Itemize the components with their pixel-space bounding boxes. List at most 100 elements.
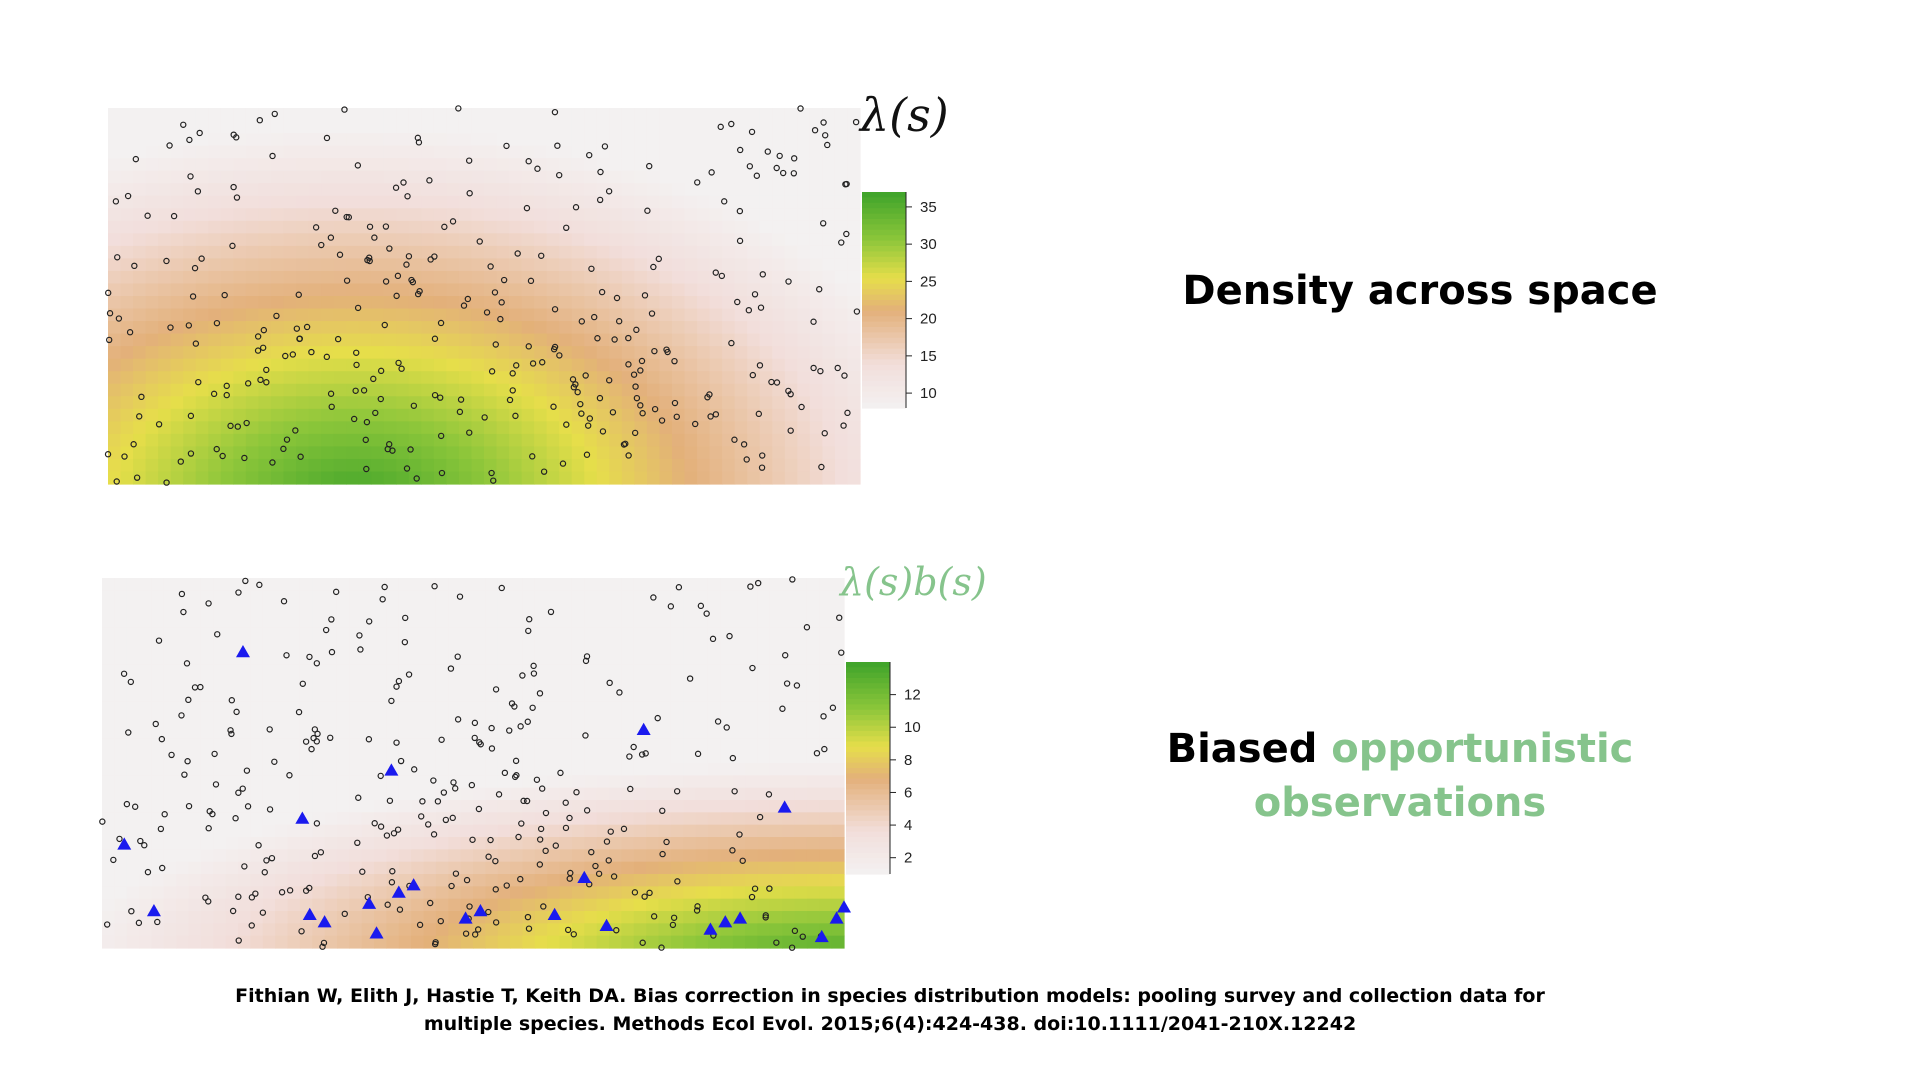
sample-point	[297, 453, 304, 460]
heatmap-cell	[633, 812, 647, 826]
heatmap-cell	[571, 689, 585, 702]
heatmap-cell	[621, 590, 635, 604]
heatmap-cell	[233, 270, 247, 285]
sample-point	[327, 234, 335, 241]
heatmap-cell	[158, 258, 172, 272]
heatmap-cell	[133, 183, 147, 197]
heatmap-cell	[732, 652, 746, 665]
heatmap-cell	[208, 245, 222, 259]
heatmap-cell	[484, 358, 498, 372]
heatmap-cell	[672, 421, 686, 435]
heatmap-cell	[621, 627, 635, 641]
sample-point	[638, 751, 646, 758]
heatmap-cell	[806, 787, 820, 801]
sample-point	[120, 670, 128, 677]
heatmap-cell	[176, 824, 190, 838]
heatmap-cell	[145, 458, 159, 473]
observation-marker	[235, 645, 250, 658]
heatmap-cell	[609, 615, 622, 628]
heatmap-cell	[534, 183, 548, 197]
heatmap-cell	[834, 170, 849, 184]
heatmap-cell	[772, 208, 786, 222]
heatmap-cell	[509, 408, 523, 422]
heatmap-cell	[374, 824, 388, 838]
heatmap-cell	[720, 627, 734, 641]
heatmap-cell	[411, 898, 425, 912]
heatmap-cell	[734, 108, 748, 122]
heatmap-cell	[374, 861, 388, 875]
heatmap-cell	[250, 738, 264, 752]
heatmap-cell	[283, 396, 297, 410]
sample-point	[525, 925, 533, 932]
heatmap-cell	[797, 170, 811, 184]
heatmap-cell	[559, 158, 573, 172]
heatmap-cell	[183, 333, 197, 347]
heatmap-cell	[534, 750, 548, 764]
heatmap-cell	[522, 935, 536, 949]
heatmap-cell	[658, 935, 672, 949]
sample-point	[650, 913, 658, 920]
heatmap-cell	[819, 775, 833, 789]
heatmap-cell	[460, 652, 474, 665]
heatmap-cell	[336, 750, 350, 764]
heatmap-cell	[408, 296, 422, 310]
heatmap-cell	[759, 421, 773, 435]
heatmap-cell	[371, 408, 385, 422]
heatmap-cell	[797, 396, 811, 410]
heatmap-cell	[448, 861, 462, 875]
heatmap-cell	[324, 639, 338, 653]
heatmap-cell	[584, 935, 598, 949]
heatmap-cell	[208, 458, 222, 473]
heatmap-cell	[609, 911, 622, 924]
heatmap-cell	[819, 861, 833, 875]
heatmap-cell	[349, 911, 363, 924]
sample-point	[365, 618, 373, 625]
heatmap-cell	[233, 145, 247, 159]
heatmap-cell	[421, 158, 435, 172]
heatmap-cell	[646, 578, 660, 591]
heatmap-cell	[126, 738, 140, 752]
heatmap-cell	[847, 245, 861, 259]
heatmap-cell	[258, 358, 272, 372]
heatmap-cell	[287, 787, 301, 801]
heatmap-cell	[747, 433, 761, 447]
heatmap-cell	[287, 726, 301, 739]
heatmap-cell	[225, 602, 239, 616]
heatmap-cell	[722, 170, 736, 184]
heatmap-cell	[270, 296, 285, 310]
heatmap-cell	[308, 258, 322, 272]
sample-point	[235, 937, 242, 944]
legend-swatch	[846, 863, 890, 870]
heatmap-cell	[697, 333, 711, 347]
heatmap-cell	[484, 433, 498, 447]
heatmap-cell	[734, 446, 748, 460]
heatmap-cell	[794, 837, 808, 850]
heatmap-cell	[496, 471, 510, 485]
heatmap-cell	[521, 145, 535, 159]
heatmap-cell	[208, 183, 222, 197]
heatmap-cell	[769, 750, 783, 764]
heatmap-cell	[794, 775, 808, 789]
heatmap-cell	[258, 233, 272, 247]
heatmap-cell	[670, 923, 684, 937]
sample-point	[359, 868, 366, 875]
heatmap-cell	[460, 590, 474, 604]
heatmap-cell	[245, 283, 259, 297]
heatmap-cell	[396, 283, 410, 297]
sample-point	[551, 306, 559, 313]
sample-point	[671, 357, 678, 365]
heatmap-cell	[621, 258, 635, 272]
heatmap-cell	[559, 763, 573, 776]
sample-point	[259, 344, 267, 351]
sample-point	[739, 857, 746, 864]
heatmap-cell	[559, 245, 573, 259]
heatmap-cell	[433, 108, 447, 122]
sample-point	[633, 394, 641, 402]
heatmap-cell	[720, 713, 734, 727]
heatmap-cell	[287, 602, 301, 616]
heatmap-cell	[423, 861, 437, 875]
heatmap-cell	[534, 296, 548, 310]
heatmap-cell	[321, 421, 335, 435]
heatmap-cell	[361, 812, 375, 826]
heatmap-cell	[683, 849, 697, 863]
